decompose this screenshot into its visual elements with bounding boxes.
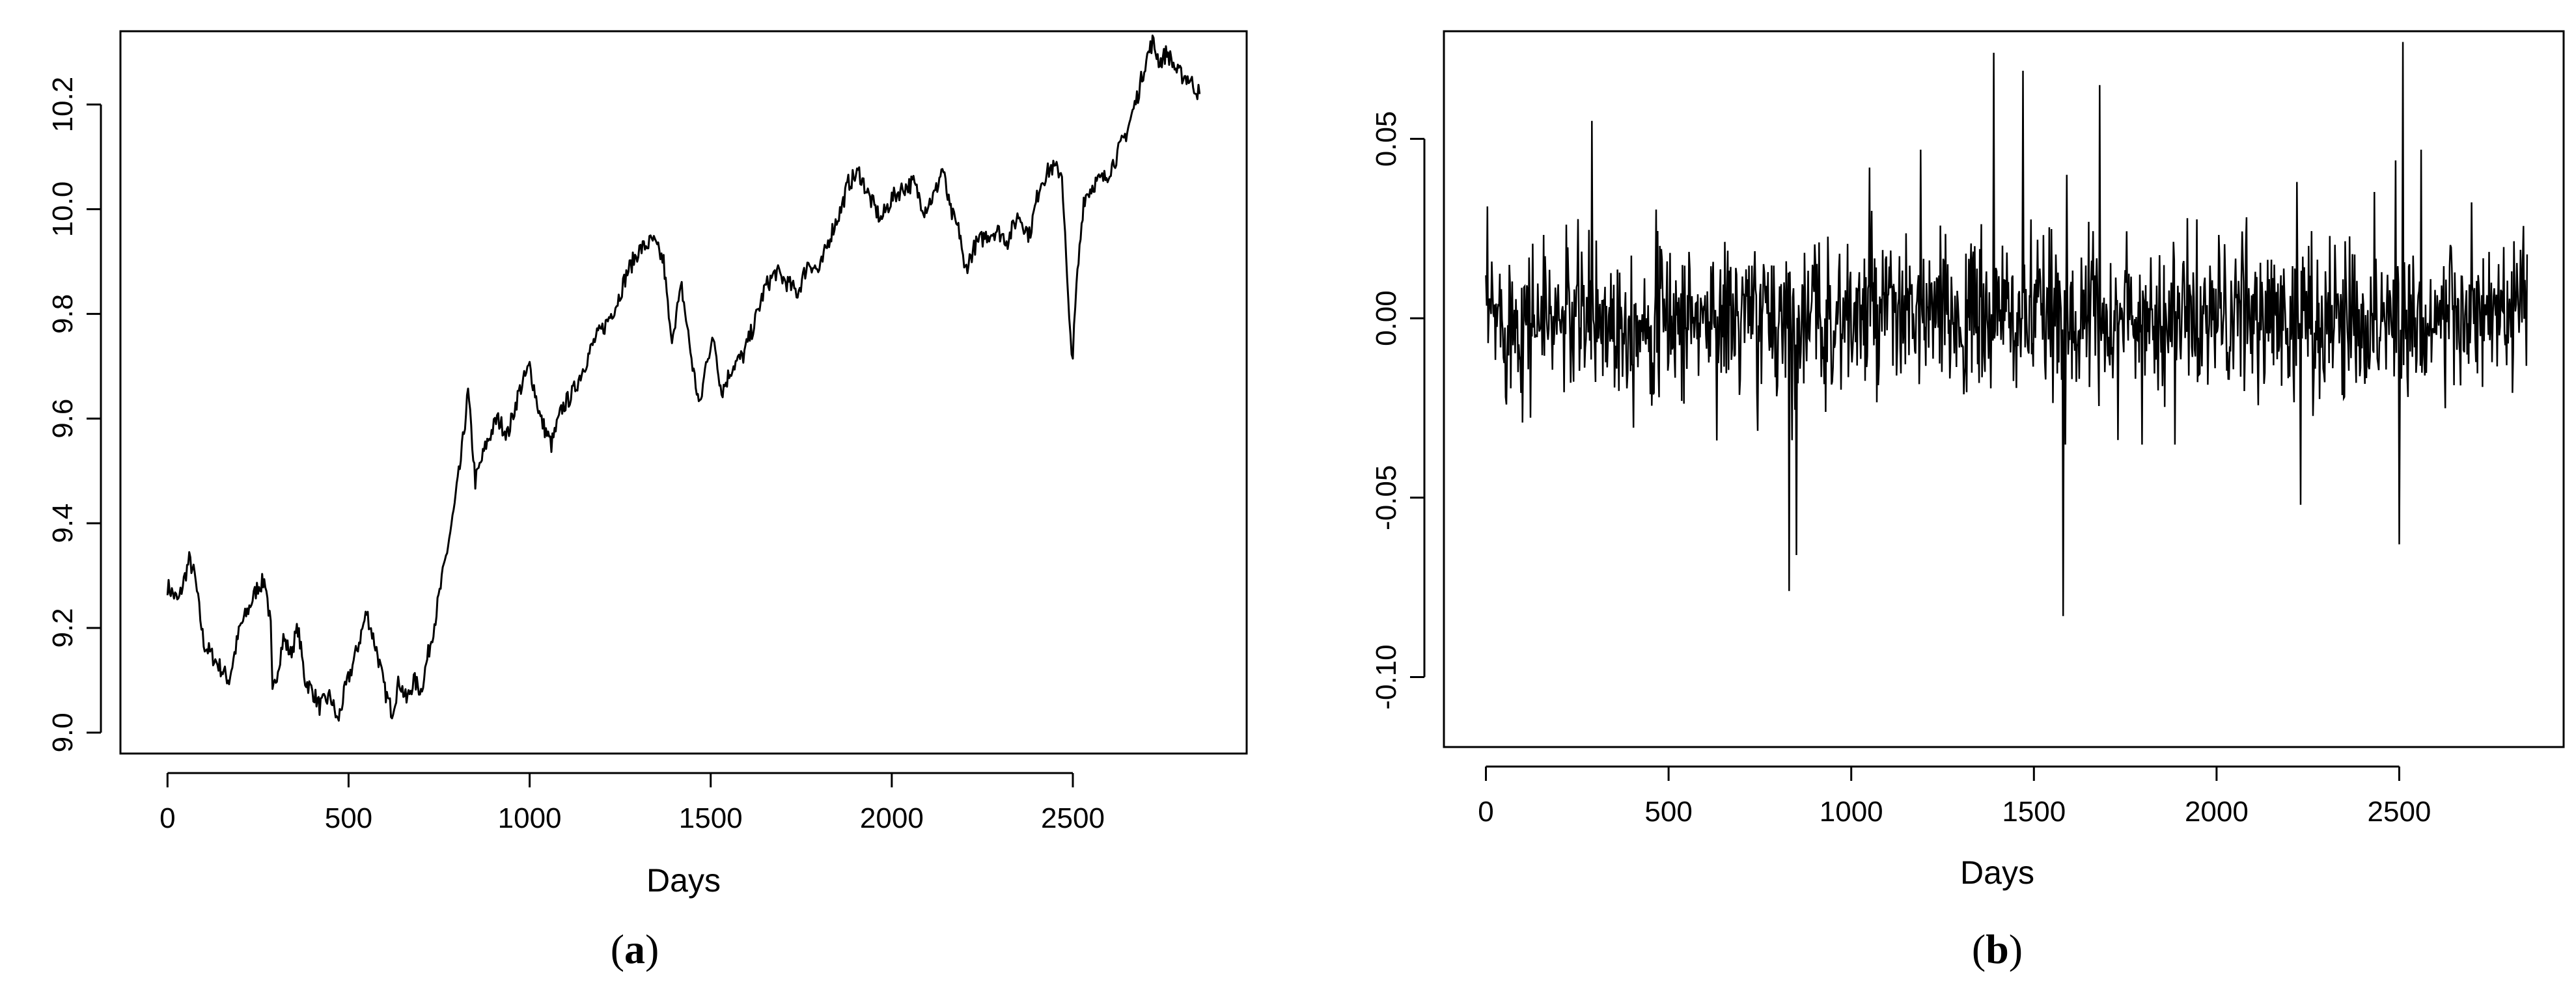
- panel-b-y-tick-label: 0.05: [1370, 111, 1402, 167]
- panel-b-y-tick-label: -0.10: [1370, 644, 1402, 709]
- panel-b-y-tick-label: -0.05: [1370, 465, 1402, 530]
- panel-a-chart: 0 500 1000 1500 2000 2500 9.0 9.2 9.4 9.6 9.8 10.0…: [47, 30, 1248, 972]
- panel-a-x-tick-label: 0: [159, 802, 175, 834]
- panel-a-x-tick-label: 2500: [1041, 802, 1105, 834]
- panel-a-x-tick-label: 2000: [860, 802, 924, 834]
- panel-a-series-line: [166, 34, 1201, 722]
- panel-a-y-axis: 9.0 9.2 9.4 9.6 9.8 10.0 10.2: [47, 77, 102, 752]
- panel-b-x-tick-label: 2000: [2185, 796, 2249, 828]
- panel-a-x-tick-label: 500: [325, 802, 372, 834]
- panel-b-x-tick-label: 1000: [1820, 796, 1883, 828]
- panel-a-x-axis: 0 500 1000 1500 2000 2500: [159, 772, 1105, 834]
- panel-b-caption: (b): [1972, 926, 2023, 972]
- panel-b-y-tick-label: 0.00: [1370, 290, 1402, 346]
- panel-a-y-tick-label: 10.0: [47, 182, 79, 238]
- panel-b-x-axis: 0 500 1000 1500 2000 2500: [1478, 765, 2431, 828]
- panel-a-y-tick-label: 9.8: [47, 294, 79, 334]
- panel-a-caption: (a): [611, 926, 659, 972]
- panel-b-y-axis: -0.10 -0.05 0.00 0.05: [1370, 111, 1426, 710]
- panel-b-x-tick-label: 2500: [2368, 796, 2431, 828]
- panel-b-x-tick-label: 0: [1478, 796, 1493, 828]
- panel-a-y-tick-label: 9.4: [47, 504, 79, 543]
- panel-a-x-axis-title: Days: [646, 862, 721, 899]
- panel-a-y-tick-label: 9.0: [47, 713, 79, 752]
- panel-b-plot-frame: [1443, 30, 2565, 748]
- panel-b-x-axis-title: Days: [1960, 854, 2034, 891]
- panel-b-chart: 0 500 1000 1500 2000 2500 -0.10-0.050.000.05 …: [1370, 30, 2565, 972]
- panel-a-x-tick-label: 1500: [679, 802, 743, 834]
- panel-b-x-tick-label: 1500: [2002, 796, 2066, 828]
- panel-b-x-tick-label: 500: [1644, 796, 1692, 828]
- panel-a-plot-frame: [119, 30, 1248, 755]
- panel-a-y-tick-label: 9.2: [47, 608, 79, 647]
- panel-a-x-tick-label: 1000: [498, 802, 562, 834]
- panel-a-y-tick-label: 9.6: [47, 399, 79, 439]
- panel-a-y-tick-label: 10.2: [47, 77, 79, 133]
- panel-b-series-line: [1485, 42, 2528, 616]
